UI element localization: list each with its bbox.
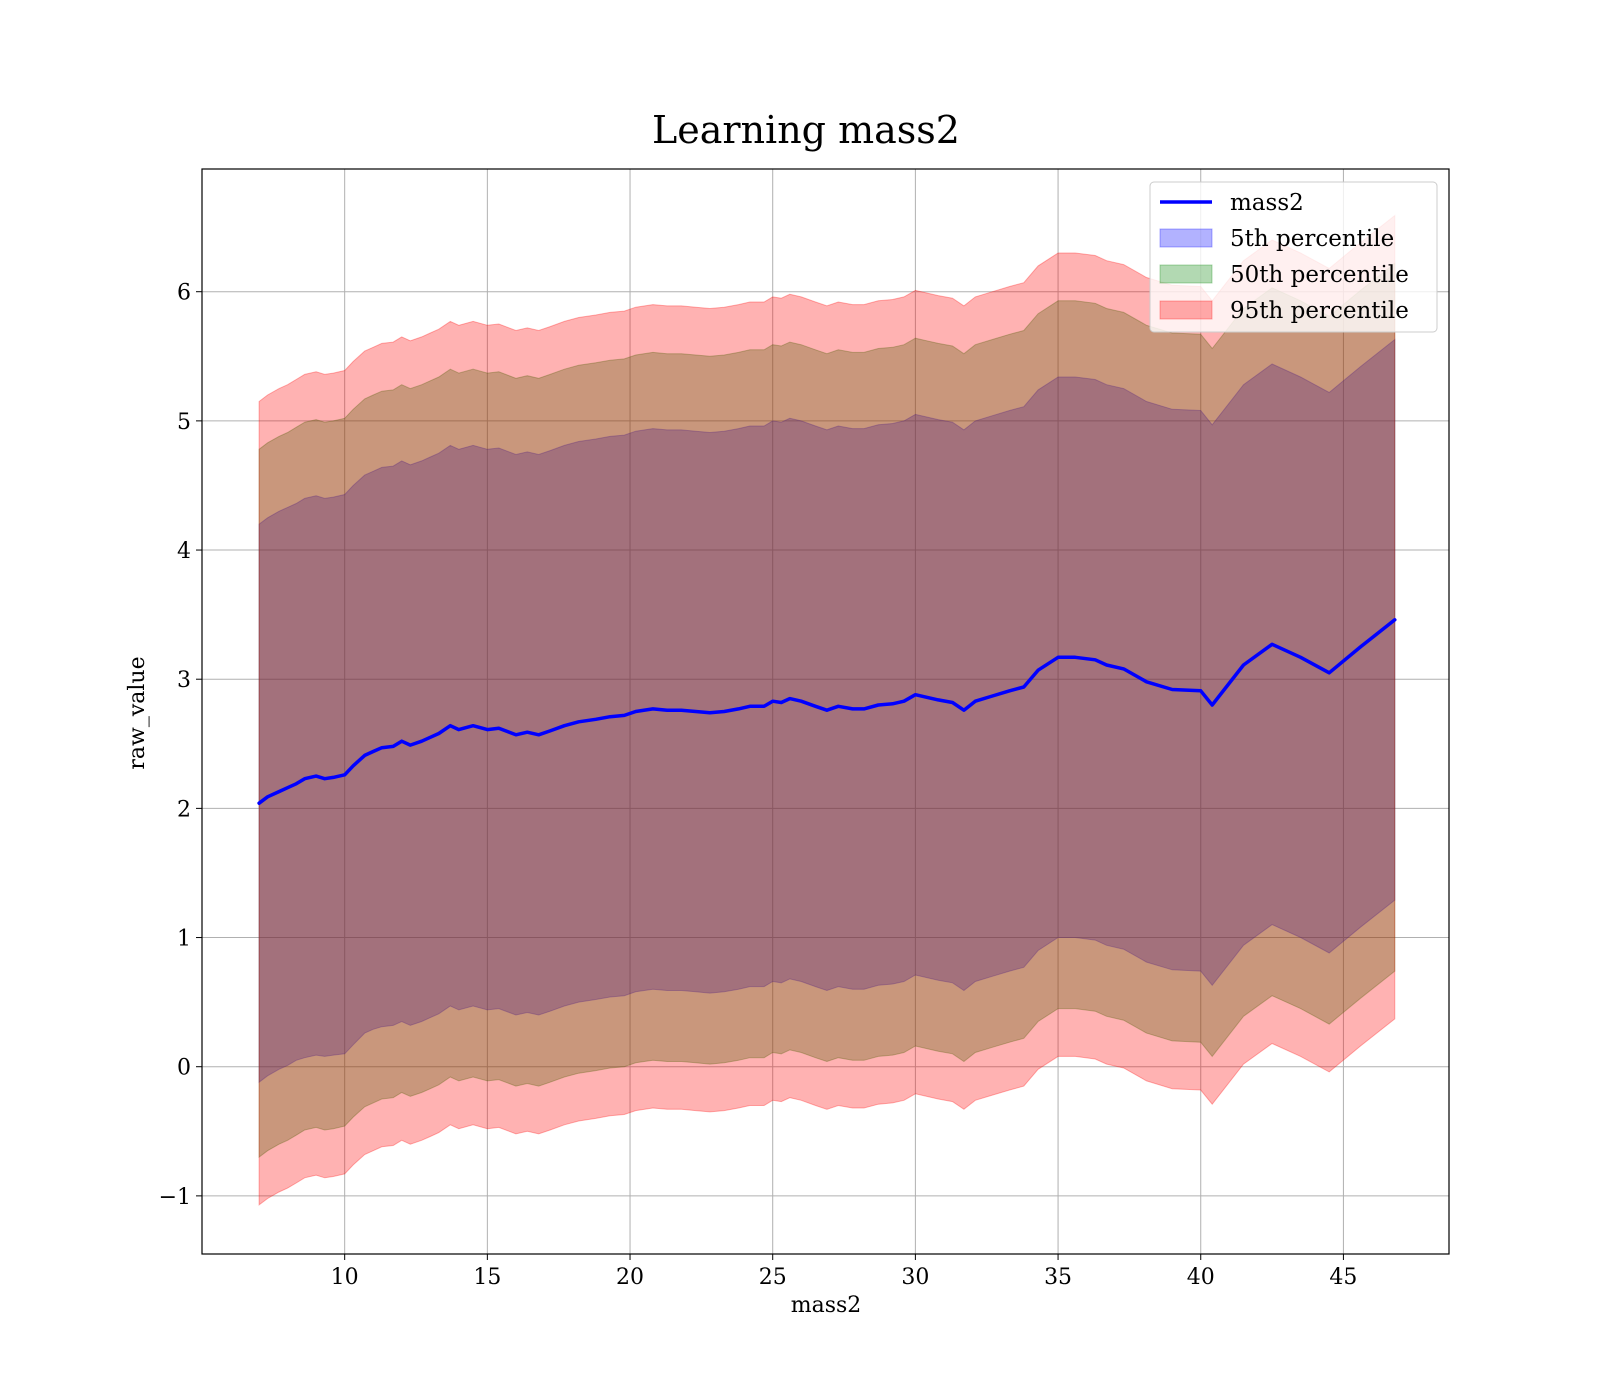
legend-label: 5th percentile (1230, 226, 1394, 252)
y-axis-label: raw_value (125, 656, 150, 769)
series-lines (257, 618, 1397, 805)
y-tick-label: 2 (177, 797, 191, 822)
x-tick-label: 35 (1044, 1265, 1072, 1290)
legend-patch-swatch (1159, 228, 1213, 248)
x-tick-label: 10 (331, 1265, 359, 1290)
chart-title: Learning mass2 (652, 108, 960, 152)
x-tick-label: 30 (901, 1265, 929, 1290)
plot-area-frame (201, 168, 1450, 1255)
series-line-mass2 (257, 618, 1397, 805)
y-tick-label: 5 (177, 410, 191, 435)
legend: mass2 5th percentile 50th percentile 95th p… (1149, 181, 1438, 333)
grid (202, 169, 1449, 1254)
x-axis-label: mass2 (791, 1293, 862, 1318)
y-tick-label: 4 (177, 539, 191, 564)
x-tick-label: 45 (1329, 1265, 1357, 1290)
x-tick-label: 20 (616, 1265, 644, 1290)
y-tick-label: 6 (177, 281, 191, 306)
x-tick-label: 25 (759, 1265, 787, 1290)
y-tick-label: 0 (177, 1056, 191, 1081)
y-tick-label: 3 (177, 668, 191, 693)
legend-label: 50th percentile (1230, 262, 1409, 288)
legend-label: mass2 (1230, 190, 1304, 216)
legend-patch-swatch (1159, 264, 1213, 284)
x-tick-label: 15 (473, 1265, 501, 1290)
y-tick-label: −1 (159, 1185, 191, 1210)
legend-box (1149, 181, 1438, 333)
legend-label: 95th percentile (1230, 298, 1409, 324)
y-tick-label: 1 (177, 927, 191, 952)
legend-patch-swatch (1159, 300, 1213, 320)
x-tick-label: 40 (1187, 1265, 1215, 1290)
